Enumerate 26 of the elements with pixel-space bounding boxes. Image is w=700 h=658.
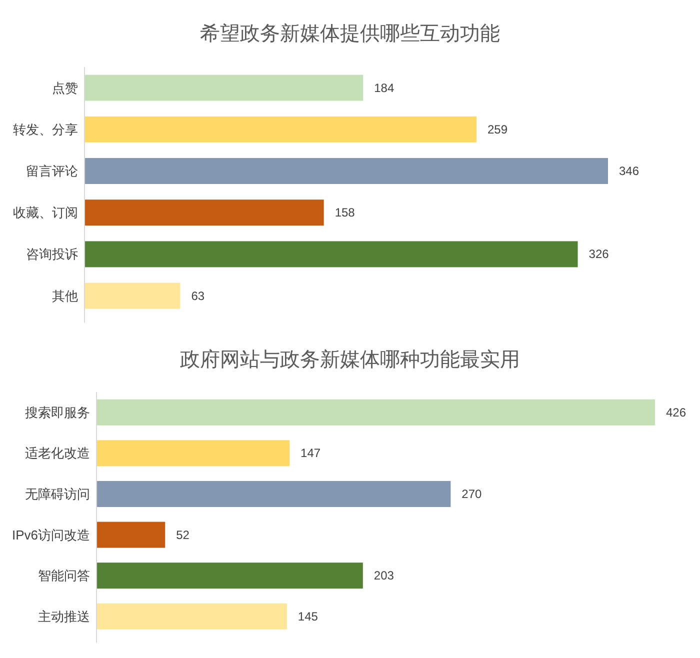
data-label: 259 <box>488 122 508 136</box>
category-label: 智能问答 <box>38 568 90 584</box>
data-label: 326 <box>588 247 609 262</box>
data-label: 270 <box>462 487 482 501</box>
data-label: 63 <box>191 288 205 303</box>
data-label: 145 <box>298 609 318 624</box>
data-label: 184 <box>374 80 394 95</box>
category-label: IPv6访问改造 <box>12 527 90 542</box>
data-label: 203 <box>374 568 394 583</box>
category-label: 收藏、订阅 <box>13 205 78 220</box>
title: 希望政务新媒体提供哪些互动功能 <box>200 23 500 45</box>
data-label: 426 <box>666 405 686 420</box>
category-label: 留言评论 <box>26 164 78 178</box>
category-label: 转发、分享 <box>13 122 78 137</box>
category-label: 无障碍访问 <box>25 486 90 502</box>
category-label: 咨询投诉 <box>26 246 78 262</box>
title: 政府网站与政务新媒体哪种功能最实用 <box>180 349 520 371</box>
data-label: 346 <box>619 164 640 178</box>
category-label: 主动推送 <box>38 608 90 624</box>
data-label: 52 <box>176 528 190 542</box>
category-label: 点赞 <box>52 80 78 96</box>
data-label: 147 <box>300 446 321 460</box>
category-label: 适老化改造 <box>25 446 90 461</box>
category-label: 其他 <box>52 288 78 304</box>
data-label: 158 <box>334 206 355 220</box>
category-label: 搜索即服务 <box>25 404 90 420</box>
